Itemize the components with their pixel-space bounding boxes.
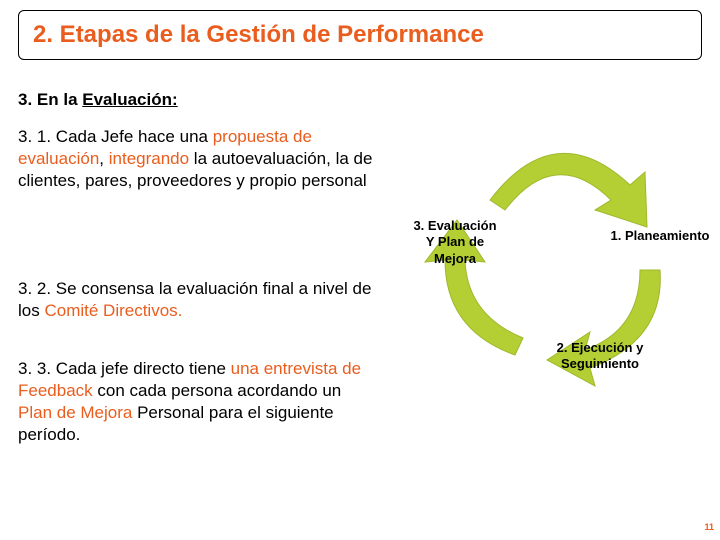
subtitle-prefix: 3. En la [18, 90, 82, 109]
subtitle-underlined: Evaluación: [82, 90, 177, 109]
arrow-top [490, 153, 647, 227]
paragraph-3: 3. 3. Cada jefe directo tiene una entrev… [18, 358, 378, 446]
title-box: 2. Etapas de la Gestión de Performance [18, 10, 702, 60]
paragraph-2: 3. 2. Se consensa la evaluación final a … [18, 278, 378, 322]
slide-title: 2. Etapas de la Gestión de Performance [33, 21, 687, 49]
paragraph-1: 3. 1. Cada Jefe hace una propuesta de ev… [18, 126, 378, 192]
cycle-label-2: 2. Ejecución y Seguimiento [545, 340, 655, 373]
page-number: 11 [704, 522, 714, 532]
cycle-label-1: 1. Planeamiento [605, 228, 715, 244]
slide: 2. Etapas de la Gestión de Performance 3… [0, 0, 720, 540]
cycle-diagram: 1. Planeamiento 2. Ejecución y Seguimien… [395, 130, 715, 390]
section-subtitle: 3. En la Evaluación: [18, 90, 178, 110]
cycle-label-3: 3. Evaluación Y Plan de Mejora [400, 218, 510, 267]
